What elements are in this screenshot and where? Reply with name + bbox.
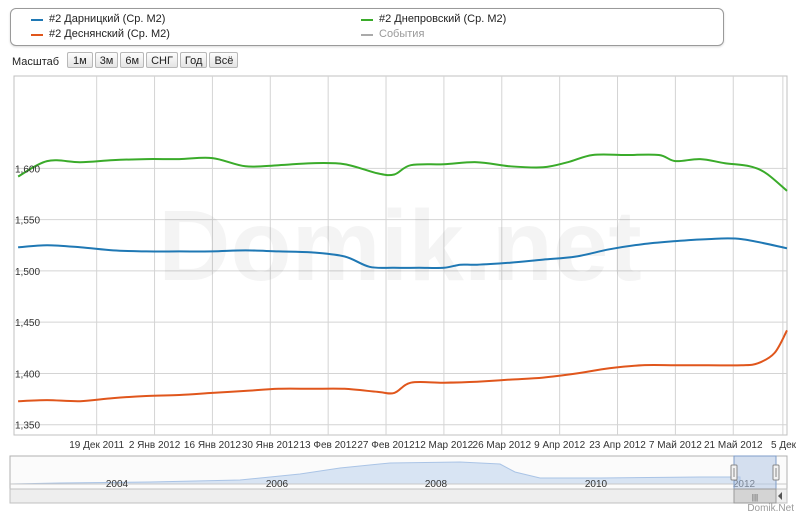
navigator-year-label: 2004 [106,479,129,490]
zoom-buttons: 1м 3м 6м СНГ Год Всё [67,52,240,68]
legend-swatch [361,33,373,36]
legend-item-events[interactable]: События [361,28,424,41]
legend-item-dneprovsky[interactable]: #2 Днепровский (Ср. М2) [361,13,506,26]
zoom-ytd-button[interactable]: СНГ [146,52,178,68]
x-tick-label: 26 Мар 2012 [473,440,532,451]
legend-label: События [379,28,425,40]
watermark: Domik.net [158,190,641,302]
chart-legend: #2 Дарницкий (Ср. М2) #2 Деснянский (Ср.… [10,8,724,46]
navigator-selection[interactable] [733,455,777,490]
chart-series [17,153,788,403]
y-tick-label: 1,400 [15,369,40,380]
scroll-arrow-icon[interactable] [778,492,782,500]
x-tick-label: 27 Фев 2012 [357,440,415,451]
x-tick-label: 23 Апр 2012 [589,440,646,451]
x-tick-label: 5 Дек [771,440,797,451]
scrollbar-thumb[interactable] [733,488,777,504]
zoom-all-button[interactable]: Всё [209,52,239,68]
x-tick-label: 21 Май 2012 [704,440,763,451]
legend-label: #2 Днепровский (Ср. М2) [379,13,507,25]
x-axis: 19 Дек 2011 2 Янв 2012 16 Янв 2012 30 Янв 2… [69,440,796,451]
series-line-1 [18,237,788,270]
y-tick-label: 1,450 [15,318,40,329]
x-tick-label: 30 Янв 2012 [242,440,299,451]
x-tick-label: 7 Май 2012 [649,440,702,451]
x-tick-label: 16 Янв 2012 [184,440,241,451]
legend-item-desnyansky[interactable]: #2 Деснянский (Ср. М2) [31,28,170,41]
legend-label: #2 Дарницкий (Ср. М2) [49,13,166,25]
zoom-3m-button[interactable]: 3м [94,52,119,68]
navigator-scrollbar[interactable] [9,488,788,504]
legend-label: #2 Деснянский (Ср. М2) [49,28,170,40]
x-tick-label: 2 Янв 2012 [129,440,181,451]
navigator-year-label: 2010 [585,479,608,490]
legend-item-darnitsky[interactable]: #2 Дарницкий (Ср. М2) [31,13,165,26]
y-tick-label: 1,550 [15,216,40,227]
y-tick-label: 1,600 [15,164,40,175]
range-navigator[interactable]: 20042006200820102012||| [9,455,788,504]
navigator-area [9,461,741,485]
zoom-6m-button[interactable]: 6м [120,52,145,68]
series-line-2 [18,329,788,403]
y-axis: 1,350 1,400 1,450 1,500 1,550 1,600 [15,164,40,431]
x-tick-label: 12 Мар 2012 [415,440,474,451]
zoom-year-button[interactable]: Год [179,52,208,68]
plot-frame [13,75,788,436]
navigator-year-label: 2006 [266,479,289,490]
chart-grid [13,75,788,436]
zoom-label: Масштаб [12,56,60,68]
legend-swatch [31,18,43,21]
navigator-year-label: 2008 [425,479,448,490]
y-tick-label: 1,500 [15,267,40,278]
series-line-0 [17,153,788,192]
legend-swatch [361,18,373,21]
y-tick-label: 1,350 [15,421,40,432]
x-tick-label: 13 Фев 2012 [299,440,357,451]
brand-label: Domik.Net [747,503,794,514]
scrollbar-grip: ||| [752,493,758,502]
legend-swatch [31,33,43,36]
zoom-1m-button[interactable]: 1м [67,52,93,68]
x-tick-label: 19 Дек 2011 [69,440,124,451]
x-tick-label: 9 Апр 2012 [534,440,585,451]
